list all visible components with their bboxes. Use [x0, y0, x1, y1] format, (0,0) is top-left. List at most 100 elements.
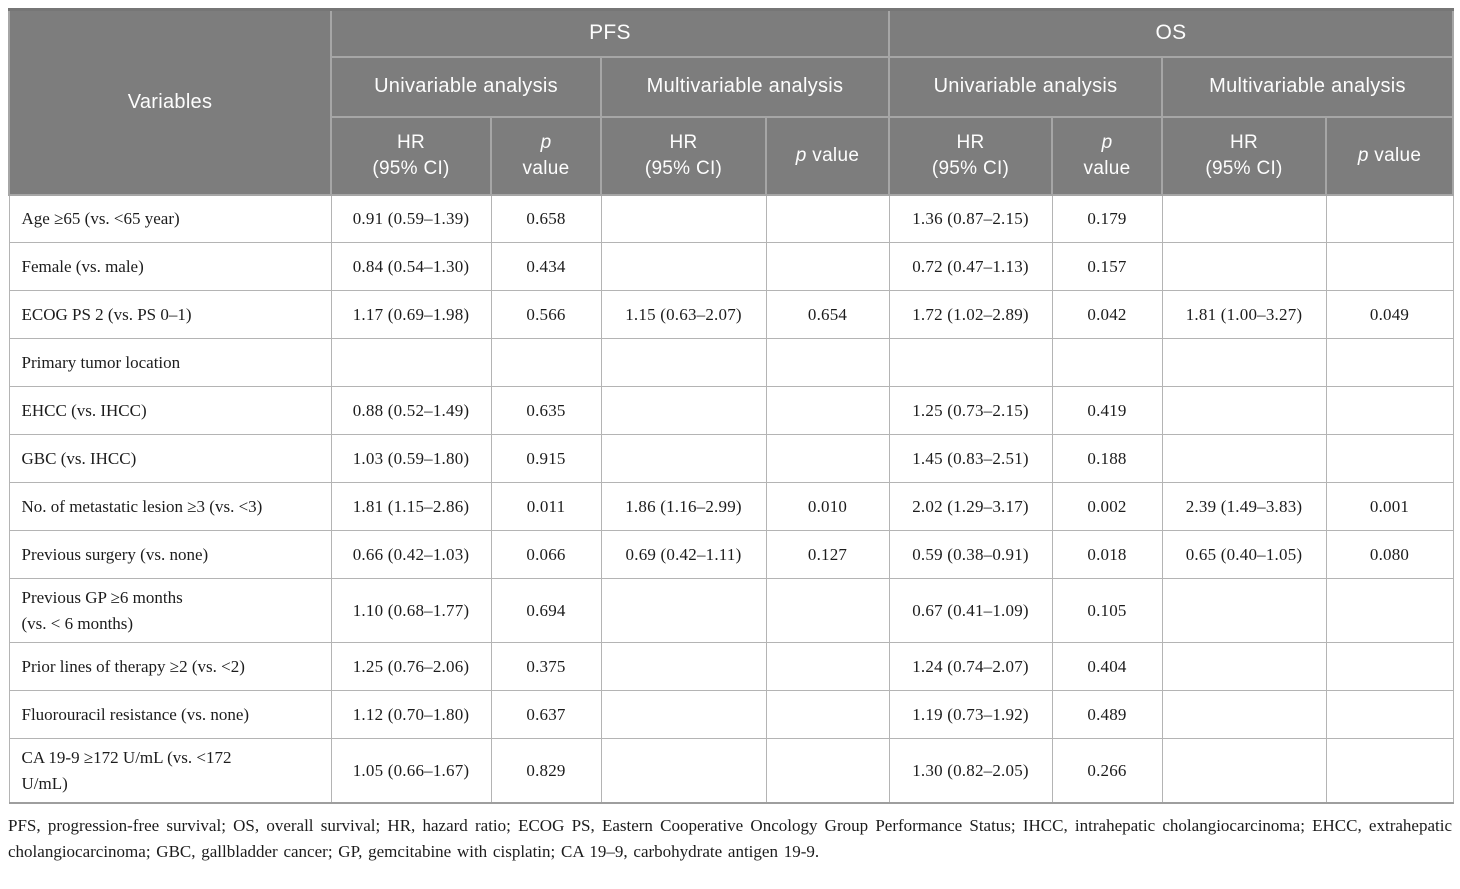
- footnote: PFS, progression-free survival; OS, over…: [8, 816, 1452, 862]
- value-cell: 1.24 (0.74–2.07): [888, 642, 1053, 691]
- row-label: Previous surgery (vs. none): [8, 530, 332, 579]
- value-cell: [600, 338, 767, 387]
- value-cell: [1325, 386, 1454, 435]
- row-label: EHCC (vs. IHCC): [8, 386, 332, 435]
- hr-label: HR: [669, 131, 698, 153]
- value-cell: 1.03 (0.59–1.80): [330, 434, 492, 483]
- page: Variables PFS OS Univariable analysis Mu…: [8, 8, 1455, 862]
- value-cell: [600, 642, 767, 691]
- table-row: Previous surgery (vs. none) 0.66 (0.42–1.…: [8, 530, 1454, 579]
- header-row-measures: HR (95% CI) p value HR (95% CI) p value HR(…: [9, 115, 1455, 196]
- value-cell: 1.25 (0.73–2.15): [888, 386, 1053, 435]
- value-cell: [765, 690, 890, 739]
- value-cell: [765, 242, 890, 291]
- value-cell: [1161, 434, 1327, 483]
- value-cell: 0.157: [1051, 242, 1163, 291]
- row-label: Female (vs. male): [8, 242, 332, 291]
- column-header-pfs-uni-hr: HR (95% CI): [330, 115, 492, 196]
- value-cell: 0.915: [490, 434, 602, 483]
- value-cell: 0.010: [765, 482, 890, 531]
- hr-label: HR: [1229, 131, 1259, 153]
- row-label: Primary tumor location: [8, 338, 332, 387]
- ci-label: (95% CI): [931, 157, 1010, 179]
- value-label: value: [1374, 144, 1422, 166]
- value-cell: [1161, 338, 1327, 387]
- value-cell: [765, 642, 890, 691]
- value-cell: [1161, 642, 1327, 691]
- value-cell: 0.434: [490, 242, 602, 291]
- column-group-pfs: PFS: [330, 8, 890, 58]
- value-cell: 0.72 (0.47–1.13): [888, 242, 1053, 291]
- table-row: GBC (vs. IHCC) 1.03 (0.59–1.80) 0.915 1.45 …: [8, 434, 1454, 483]
- value-cell: 1.17 (0.69–1.98): [330, 290, 492, 339]
- value-cell: 0.375: [490, 642, 602, 691]
- value-cell: 1.19 (0.73–1.92): [888, 690, 1053, 739]
- column-group-os: OS: [887, 8, 1455, 58]
- value-cell: 0.001: [1325, 482, 1454, 531]
- value-cell: 0.066: [490, 530, 602, 579]
- value-cell: 0.002: [1051, 482, 1163, 531]
- value-cell: 1.45 (0.83–2.51): [888, 434, 1053, 483]
- value-cell: [1325, 194, 1454, 243]
- value-cell: [765, 434, 890, 483]
- value-cell: 0.011: [490, 482, 602, 531]
- value-cell: [765, 386, 890, 435]
- results-table: Variables PFS OS Univariable analysis Mu…: [8, 8, 1455, 804]
- table-row: Fluorouracil resistance (vs. none) 1.12 (…: [8, 690, 1454, 739]
- value-label: value: [522, 157, 570, 179]
- value-cell: [1325, 690, 1454, 739]
- value-cell: [1051, 338, 1163, 387]
- value-cell: 1.05 (0.66–1.67): [330, 738, 492, 804]
- value-cell: [1325, 578, 1454, 643]
- ci-label: (95% CI): [644, 157, 723, 179]
- hr-label: HR: [396, 131, 426, 153]
- p-label: p: [795, 144, 807, 166]
- value-cell: 0.419: [1051, 386, 1163, 435]
- value-cell: [1325, 738, 1454, 804]
- value-cell: 0.654: [765, 290, 890, 339]
- value-cell: [1161, 738, 1327, 804]
- header-row-analysis: Univariable analysis Multivariable analy…: [9, 55, 1455, 118]
- row-label: Previous GP ≥6 months (vs. < 6 months): [8, 578, 332, 643]
- row-label: ECOG PS 2 (vs. PS 0–1): [8, 290, 332, 339]
- column-group-pfs-univariable: Univariable analysis: [330, 55, 602, 118]
- value-cell: [1161, 194, 1327, 243]
- row-label: Fluorouracil resistance (vs. none): [8, 690, 332, 739]
- value-cell: 1.81 (1.15–2.86): [330, 482, 492, 531]
- value-cell: 1.86 (1.16–2.99): [600, 482, 767, 531]
- header-row-groups: Variables PFS OS: [8, 8, 1455, 196]
- hr-label: HR: [956, 131, 985, 153]
- value-cell: 0.042: [1051, 290, 1163, 339]
- column-header-os-uni-hr: HR (95% CI): [888, 115, 1053, 196]
- column-group-pfs-multivariable: Multivariable analysis: [600, 55, 890, 118]
- value-cell: 2.02 (1.29–3.17): [888, 482, 1053, 531]
- value-cell: 0.829: [490, 738, 602, 804]
- value-cell: [600, 242, 767, 291]
- value-cell: 0.489: [1051, 690, 1163, 739]
- value-cell: 1.81 (1.00–3.27): [1161, 290, 1327, 339]
- column-header-pfs-multi-hr: HR (95% CI): [600, 115, 767, 196]
- value-cell: [1161, 386, 1327, 435]
- value-cell: [1325, 338, 1454, 387]
- table-row: No. of metastatic lesion ≥3 (vs. <3) 1.81…: [8, 482, 1454, 531]
- value-cell: [888, 338, 1053, 387]
- row-label: Age ≥65 (vs. <65 year): [8, 194, 332, 243]
- table-row: EHCC (vs. IHCC) 0.88 (0.52–1.49) 0.635 1.25…: [8, 386, 1454, 435]
- value-cell: 1.15 (0.63–2.07): [600, 290, 767, 339]
- p-label: p: [540, 131, 552, 153]
- value-cell: 0.188: [1051, 434, 1163, 483]
- row-label: CA 19-9 ≥172 U/mL (vs. <172 U/mL): [8, 738, 332, 804]
- column-group-os-multivariable: Multivariable analysis: [1160, 55, 1455, 118]
- p-label: p: [1101, 131, 1113, 153]
- value-cell: [490, 338, 602, 387]
- value-cell: 0.266: [1051, 738, 1163, 804]
- value-cell: 0.91 (0.59–1.39): [330, 194, 492, 243]
- table-row: Primary tumor location: [8, 338, 1454, 387]
- table-row: CA 19-9 ≥172 U/mL (vs. <172 U/mL) 1.05 (0…: [8, 738, 1454, 804]
- row-label: Prior lines of therapy ≥2 (vs. <2): [8, 642, 332, 691]
- value-cell: 0.69 (0.42–1.11): [600, 530, 767, 579]
- value-cell: 0.84 (0.54–1.30): [330, 242, 492, 291]
- column-header-os-uni-p: p value: [1051, 115, 1163, 196]
- ci-label: (95% CI): [372, 157, 450, 179]
- table-row: Female (vs. male) 0.84 (0.54–1.30) 0.434 0.…: [8, 242, 1454, 291]
